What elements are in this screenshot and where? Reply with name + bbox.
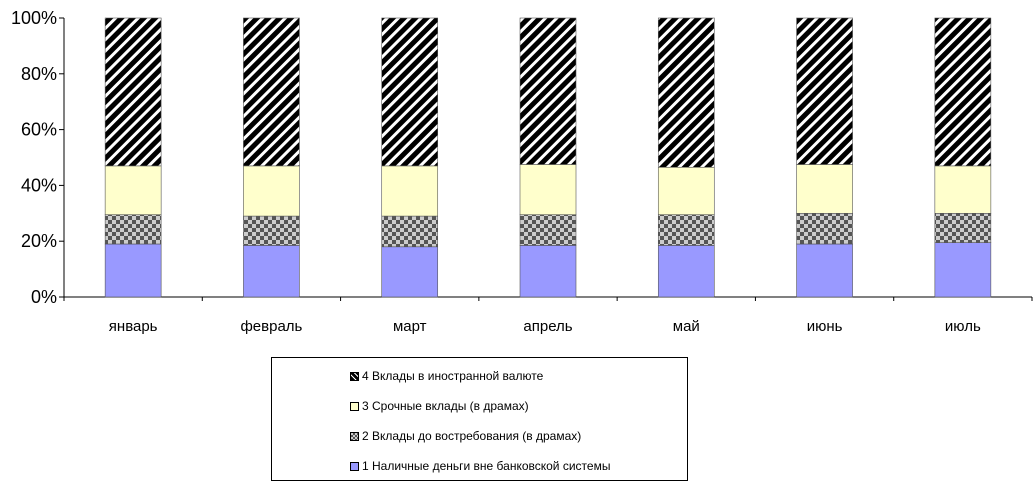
bar-segment-1 [243, 245, 300, 298]
y-tick-label: 0% [31, 287, 57, 307]
bar-segment-4 [381, 17, 439, 167]
x-category-label: март [393, 318, 427, 335]
y-tick-label: 100% [11, 8, 57, 28]
x-category-label: январь [109, 318, 158, 335]
bar-segment-1 [381, 246, 439, 298]
legend-label: 1 Наличные деньги вне банковской системы [362, 459, 611, 473]
legend-swatch-cash [350, 461, 359, 471]
x-category-label: февраль [240, 318, 302, 335]
bar-segment-3 [104, 165, 162, 215]
bar-segment-3 [657, 166, 715, 215]
bar-segment-1 [657, 245, 715, 298]
y-tick-label: 20% [21, 231, 57, 251]
legend-item-term-deposits: 3 Срочные вклады (в драмах) [350, 398, 529, 414]
legend-item-foreign-deposits: 4 Вклады в иностранной валюте [350, 368, 543, 384]
bar-segment-2 [796, 213, 853, 245]
chart-legend: 4 Вклады в иностранной валюте 3 Срочные … [271, 357, 688, 481]
bar-segment-4 [657, 17, 715, 168]
y-tick-label: 40% [21, 175, 57, 195]
legend-label: 4 Вклады в иностранной валюте [362, 369, 544, 383]
bar-segment-2 [243, 215, 300, 246]
bar-segment-1 [519, 245, 577, 298]
x-category-label: июль [945, 318, 981, 335]
bar-segment-4 [519, 17, 577, 165]
legend-swatch-demand-deposits [350, 431, 359, 441]
legend-label: 2 Вклады до востребования (в драмах) [362, 429, 582, 443]
legend-item-demand-deposits: 2 Вклады до востребования (в драмах) [350, 428, 581, 444]
chart-bars [104, 17, 992, 298]
bar-segment-4 [104, 17, 162, 167]
bar-segment-2 [934, 213, 992, 243]
bar-segment-3 [934, 165, 992, 214]
legend-item-cash: 1 Наличные деньги вне банковской системы [350, 458, 610, 474]
bar-segment-4 [243, 17, 300, 167]
legend-label: 3 Срочные вклады (в драмах) [362, 399, 529, 413]
bar-segment-2 [381, 215, 439, 248]
y-tick-label: 60% [21, 120, 57, 140]
bar-segment-2 [519, 214, 577, 246]
legend-swatch-foreign-deposits [350, 371, 359, 381]
bar-segment-2 [657, 214, 715, 246]
legend-swatch-term-deposits [350, 401, 359, 411]
x-category-label: апрель [523, 318, 572, 335]
bar-segment-3 [243, 165, 300, 217]
chart-labels: 0% 20% 40% 60% 80% 100% январь февраль март апрел… [11, 8, 981, 335]
bar-segment-3 [519, 164, 577, 215]
bar-segment-1 [104, 243, 162, 298]
bar-segment-3 [381, 165, 439, 217]
x-category-label: июнь [807, 318, 843, 335]
bar-segment-1 [796, 243, 853, 298]
bar-segment-2 [104, 214, 162, 245]
y-tick-label: 80% [21, 64, 57, 84]
bar-segment-4 [796, 17, 853, 165]
bar-segment-4 [934, 17, 992, 167]
x-category-label: май [673, 318, 700, 335]
bar-segment-1 [934, 242, 992, 298]
bar-segment-3 [796, 164, 853, 214]
